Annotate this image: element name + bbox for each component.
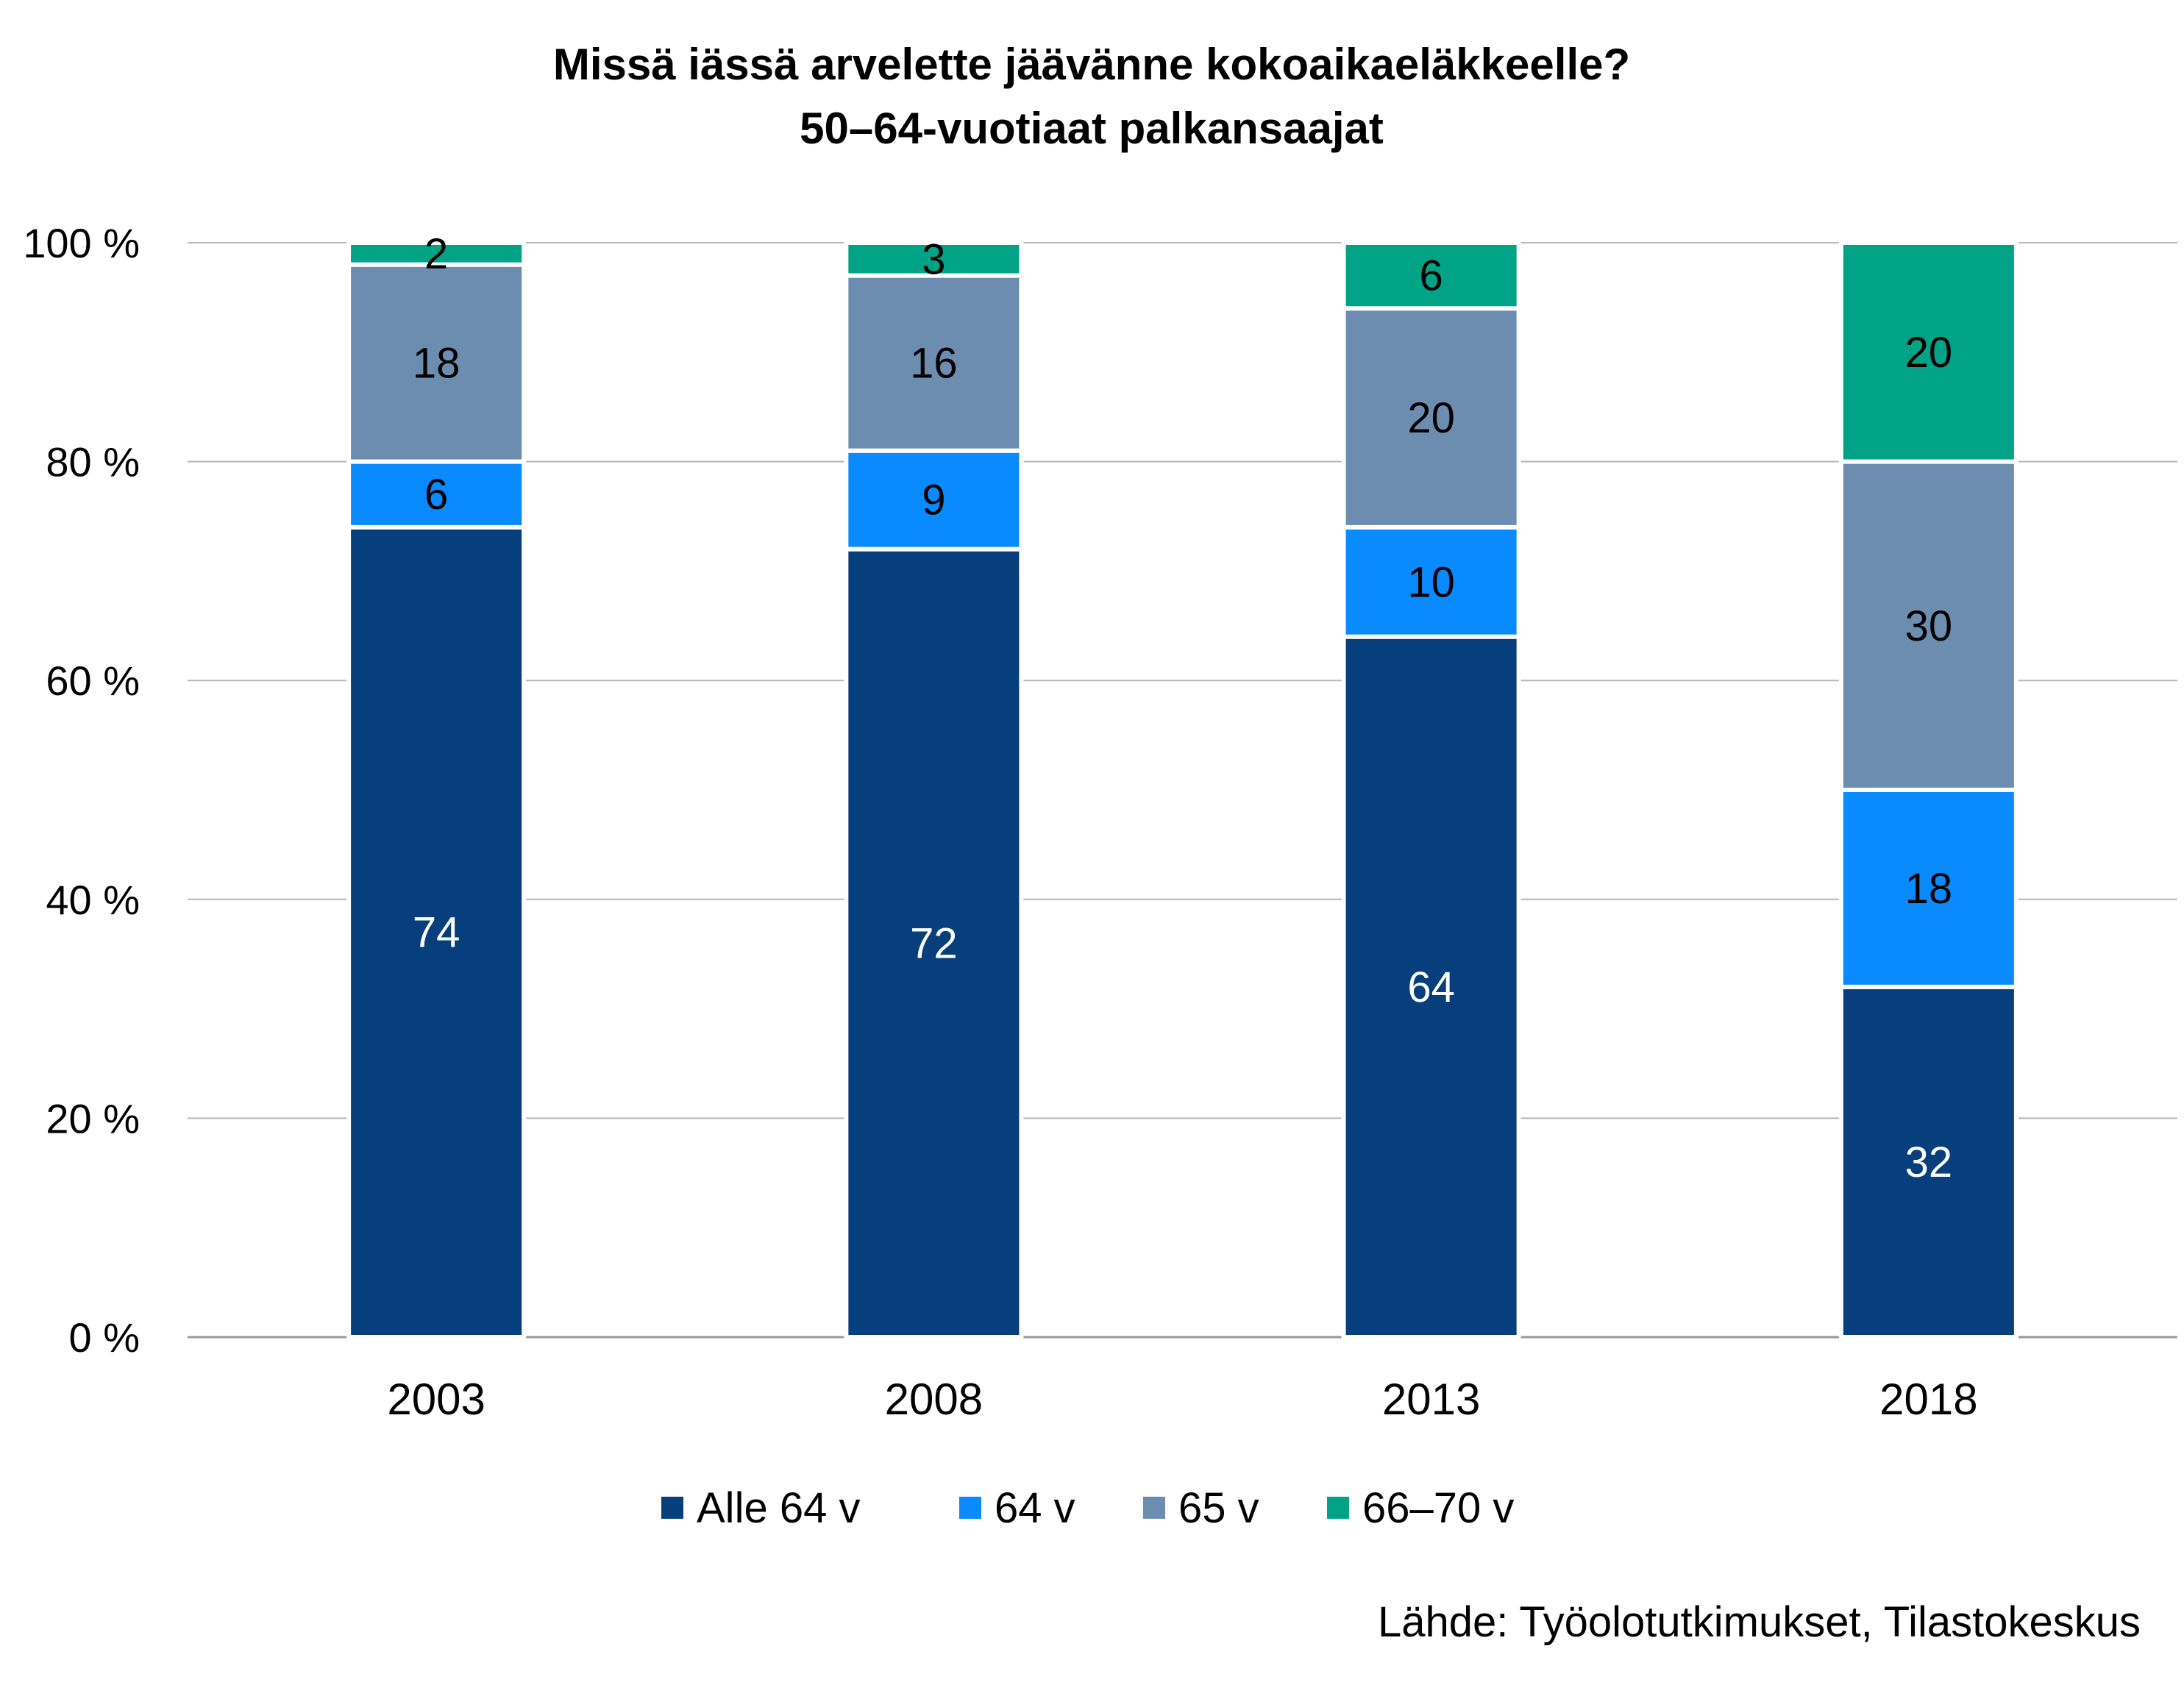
y-axis-ticks: 0 % 20 % 40 % 60 % 80 % 100 % [23,220,140,1361]
data-label: 9 [922,477,945,524]
bar-segment [844,546,1024,1339]
legend-swatch [1143,1497,1165,1519]
bar-segment [346,524,527,1339]
bar-segment [1341,634,1521,1339]
data-label: 74 [413,908,460,956]
data-label: 6 [424,471,448,519]
data-label: 3 [922,235,945,283]
bars: 74 6 18 2 72 9 16 3 64 10 20 6 32 18 30 20 [346,230,2018,1339]
y-tick-label: 20 % [46,1095,140,1141]
legend-label: 64 v [995,1484,1075,1532]
legend-label: 66–70 v [1362,1484,1514,1532]
bar-segment [1838,459,2018,792]
data-label: 18 [413,340,460,388]
y-tick-label: 80 % [46,439,140,485]
x-tick-label: 2013 [1382,1375,1480,1424]
x-axis-ticks: 2003 2008 2013 2018 [387,1375,1977,1424]
legend-label: 65 v [1178,1484,1259,1532]
legend-swatch [959,1497,981,1519]
bar-segment [1838,984,2018,1339]
data-label: 16 [910,340,958,388]
x-tick-label: 2008 [885,1375,983,1424]
x-tick-label: 2003 [387,1375,485,1424]
bar-segment [1838,788,2018,989]
legend-swatch [1327,1497,1349,1519]
y-tick-label: 0 % [69,1314,140,1361]
data-label: 20 [1407,394,1455,442]
x-tick-label: 2018 [1879,1375,1977,1424]
legend: Alle 64 v 64 v 65 v 66–70 v [661,1484,1514,1532]
bar-segment [844,448,1024,552]
source-note: Lähde: Työolotutkimukset, Tilastokeskus [1378,1598,2141,1646]
bar-segment [844,241,1024,278]
chart-subtitle: 50–64-vuotiaat palkansaajat [800,104,1384,153]
bar-segment [1341,306,1521,530]
bar-segment [346,262,527,464]
data-label: 20 [1905,329,1953,377]
data-label: 10 [1407,558,1455,606]
bar-segment [844,273,1024,453]
data-label: 2 [424,230,448,278]
bar-segment [1341,524,1521,639]
bar-segment [1341,241,1521,311]
y-tick-label: 60 % [46,658,140,704]
bar-segment [1838,241,2018,464]
data-label: 30 [1905,602,1953,650]
bar-segment [346,241,527,267]
legend-swatch [661,1497,683,1519]
data-label: 6 [1419,252,1443,300]
chart-title: Missä iässä arvelette jäävänne kokoaikae… [553,40,1630,89]
y-tick-label: 100 % [23,220,140,266]
data-label: 64 [1407,963,1455,1011]
y-tick-label: 40 % [46,877,140,923]
bar-segment [346,459,527,530]
data-label: 72 [910,919,958,967]
legend-label: Alle 64 v [697,1484,860,1532]
data-label: 32 [1905,1139,1953,1186]
data-label: 18 [1905,865,1953,913]
